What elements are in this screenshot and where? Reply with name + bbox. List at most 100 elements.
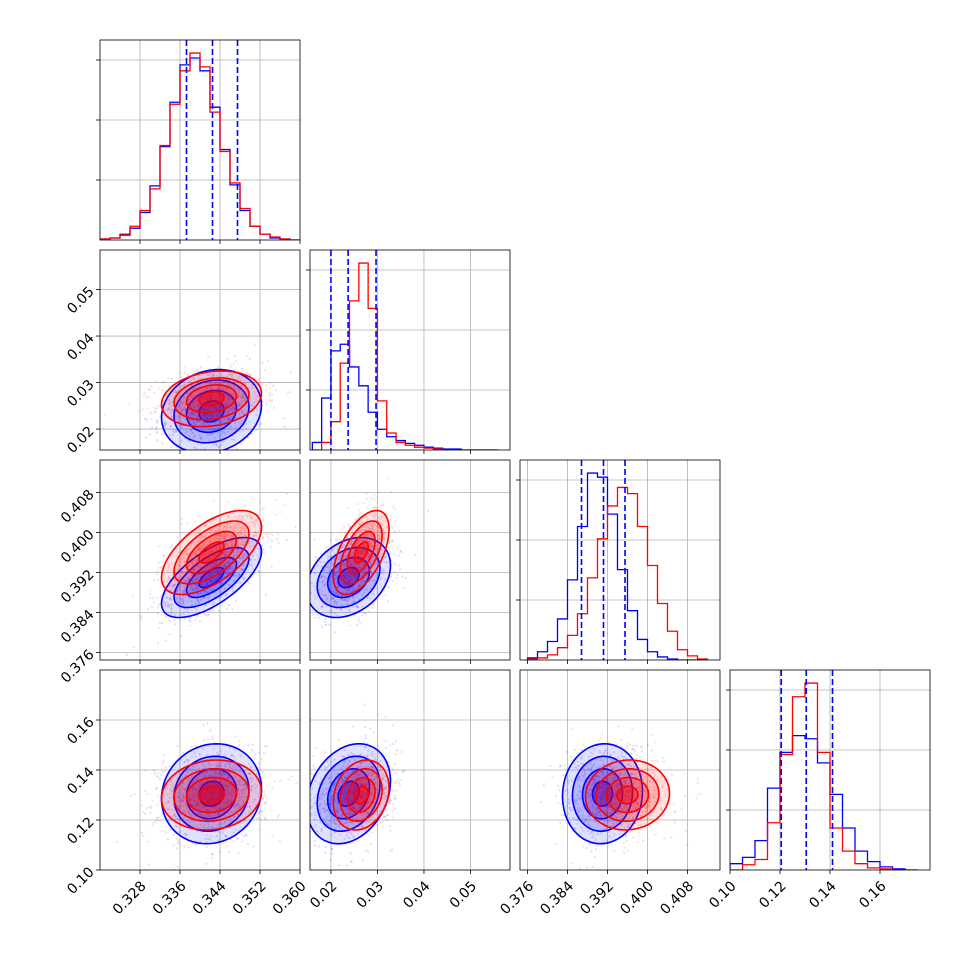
scatter-point: [248, 772, 251, 775]
scatter-point: [357, 584, 360, 587]
scatter-point: [195, 777, 198, 780]
scatter-point: [207, 383, 210, 386]
scatter-point: [238, 796, 241, 799]
scatter-point: [162, 554, 166, 557]
scatter-point: [188, 577, 191, 580]
scatter-point: [217, 393, 220, 396]
scatter-point: [257, 828, 260, 831]
scatter-point: [142, 811, 145, 814]
scatter-point: [336, 593, 339, 597]
scatter-point: [355, 582, 358, 585]
scatter-point: [200, 546, 203, 549]
scatter-point: [335, 602, 338, 605]
scatter-point: [356, 541, 359, 544]
scatter-point: [186, 759, 189, 763]
scatter-point: [226, 845, 229, 848]
scatter-point: [166, 409, 169, 412]
scatter-point: [338, 558, 341, 561]
scatter-point: [324, 594, 327, 597]
scatter-point: [216, 408, 219, 411]
scatter-point: [364, 551, 367, 554]
scatter-point: [202, 397, 205, 400]
scatter-point: [104, 413, 107, 416]
scatter-point: [224, 754, 227, 757]
scatter-point: [378, 537, 381, 540]
scatter-point: [214, 382, 217, 385]
scatter-point: [178, 597, 181, 600]
scatter-point: [359, 551, 362, 554]
scatter-point: [249, 525, 252, 528]
scatter-point: [184, 594, 187, 598]
scatter-point: [192, 588, 195, 591]
scatter-point: [205, 770, 208, 774]
scatter-point: [364, 529, 367, 532]
scatter-point: [334, 576, 337, 580]
scatter-point: [212, 518, 215, 522]
scatter-point: [236, 837, 239, 840]
scatter-point: [202, 556, 205, 559]
scatter-point: [157, 561, 160, 564]
scatter-point: [209, 729, 212, 732]
scatter-point: [221, 535, 224, 538]
scatter-point: [184, 551, 187, 554]
scatter-point: [235, 447, 239, 450]
scatter-point: [243, 783, 246, 786]
scatter-point: [226, 777, 229, 780]
scatter-point: [223, 564, 226, 567]
scatter-point: [254, 400, 258, 403]
scatter-point: [155, 431, 158, 434]
scatter-point: [218, 435, 221, 438]
scatter-point: [362, 550, 365, 553]
scatter-point: [371, 506, 374, 509]
scatter-point: [169, 408, 172, 411]
scatter-point: [362, 570, 366, 573]
scatter-point: [222, 564, 225, 567]
scatter-point: [343, 563, 346, 566]
scatter-point: [219, 794, 222, 797]
scatter-point: [221, 386, 224, 389]
scatter-point: [190, 406, 193, 409]
scatter-point: [231, 534, 234, 538]
scatter-point: [371, 515, 374, 518]
scatter-point: [196, 415, 199, 418]
scatter-point: [204, 590, 207, 593]
scatter-point: [213, 806, 216, 809]
scatter-point: [167, 377, 170, 380]
scatter-point: [366, 539, 369, 542]
scatter-point: [195, 549, 198, 553]
scatter-point: [359, 622, 362, 625]
scatter-point: [180, 415, 183, 419]
scatter-point: [181, 402, 184, 405]
scatter-point: [225, 782, 228, 786]
scatter-point: [278, 840, 281, 843]
scatter-point: [211, 565, 214, 568]
scatter-point: [355, 566, 358, 569]
scatter-point: [255, 532, 258, 535]
scatter-point: [149, 589, 152, 592]
scatter-point: [262, 536, 265, 539]
scatter-point: [238, 413, 241, 416]
scatter-point: [250, 520, 253, 523]
scatter-point: [187, 846, 190, 849]
scatter-point: [178, 444, 181, 447]
scatter-point: [204, 613, 207, 617]
scatter-point: [180, 410, 183, 413]
contour-line-1: [185, 530, 238, 575]
scatter-point: [363, 571, 366, 574]
scatter-point: [357, 592, 360, 595]
scatter-point: [157, 603, 161, 606]
scatter-point: [343, 525, 346, 529]
scatter-point: [324, 846, 327, 849]
scatter-point: [330, 594, 333, 597]
scatter-point: [229, 407, 233, 410]
scatter-point: [146, 418, 149, 421]
scatter-point: [197, 455, 199, 457]
scatter-point: [331, 597, 334, 600]
scatter-point: [177, 565, 180, 568]
scatter-point: [176, 792, 180, 796]
scatter-point: [389, 552, 392, 555]
scatter-point: [401, 575, 404, 578]
scatter-point: [226, 357, 229, 360]
scatter-point: [215, 562, 218, 565]
scatter-point: [289, 371, 292, 374]
